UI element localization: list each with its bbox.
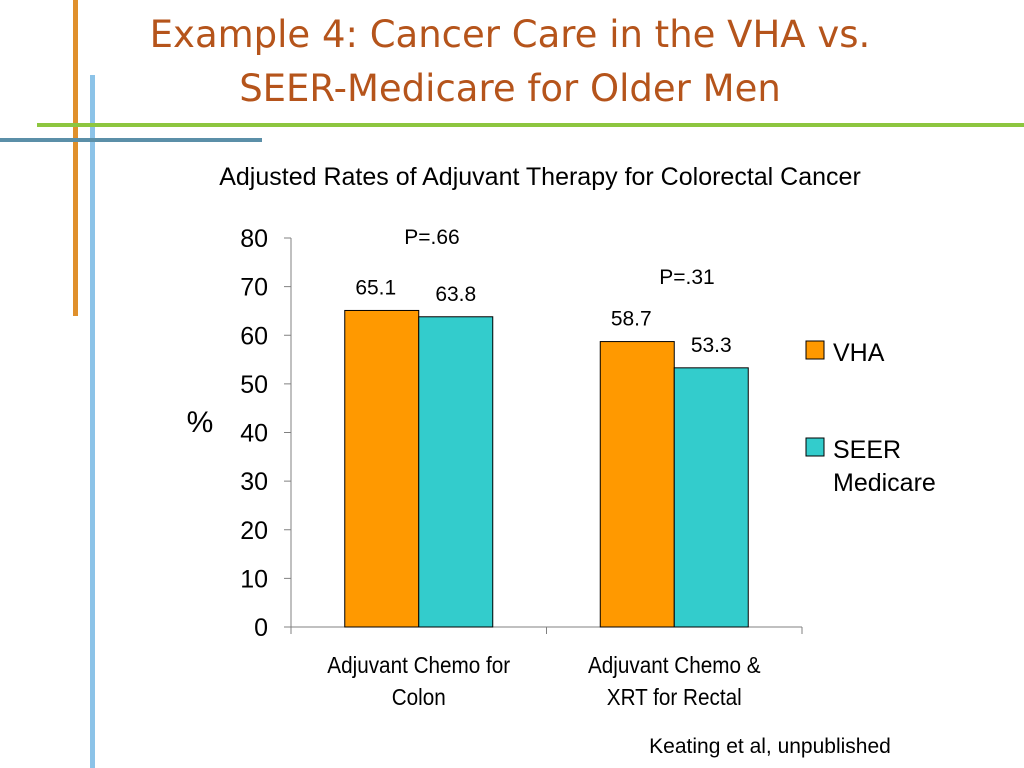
- decor-teal-horizontal-line: [0, 138, 262, 142]
- x-category-label: Colon: [392, 684, 446, 710]
- y-tick-label: 60: [240, 322, 268, 350]
- legend-label: SEER: [833, 436, 901, 464]
- bar-seer-medicare: [418, 316, 494, 628]
- bar-data-label: 65.1: [355, 276, 396, 299]
- y-tick-label: 80: [240, 225, 268, 253]
- x-category-label: Adjuvant Chemo for: [327, 652, 510, 678]
- y-tick-label: 0: [254, 614, 268, 642]
- slide-title: Example 4: Cancer Care in the VHA vs. SE…: [60, 8, 960, 116]
- decor-blue-vertical-line: [90, 75, 95, 768]
- y-tick-label: 30: [240, 468, 268, 496]
- p-value-annotation: P=.66: [404, 226, 459, 249]
- bar-vha: [344, 309, 420, 628]
- y-tick-label: 70: [240, 274, 268, 302]
- slide-title-line-2: SEER-Medicare for Older Men: [239, 67, 781, 110]
- chart-title: Adjusted Rates of Adjuvant Therapy for C…: [219, 163, 861, 191]
- source-note: Keating et al, unpublished: [649, 735, 891, 758]
- decor-orange-vertical-line: [73, 0, 78, 316]
- slide-title-line-1: Example 4: Cancer Care in the VHA vs.: [149, 13, 871, 56]
- y-tick-label: 40: [240, 420, 268, 448]
- bar-data-label: 53.3: [691, 334, 732, 357]
- p-value-annotation: P=.31: [659, 266, 714, 289]
- legend-swatch-seer-medicare: [805, 437, 825, 457]
- bar-seer-medicare: [673, 367, 749, 628]
- y-tick-label: 20: [240, 517, 268, 545]
- x-category-label: Adjuvant Chemo &: [588, 652, 761, 678]
- legend-label: Medicare: [833, 469, 936, 497]
- x-category-label: XRT for Rectal: [607, 684, 742, 710]
- bar-data-label: 58.7: [611, 308, 652, 331]
- y-tick-label: 10: [240, 565, 268, 593]
- legend-swatch-vha: [805, 340, 825, 360]
- decor-green-horizontal-line: [37, 123, 1024, 127]
- bar-vha: [599, 341, 675, 628]
- y-axis-label: %: [187, 406, 214, 439]
- y-tick-label: 50: [240, 371, 268, 399]
- legend-label: VHA: [833, 339, 885, 367]
- bar-data-label: 63.8: [435, 283, 476, 306]
